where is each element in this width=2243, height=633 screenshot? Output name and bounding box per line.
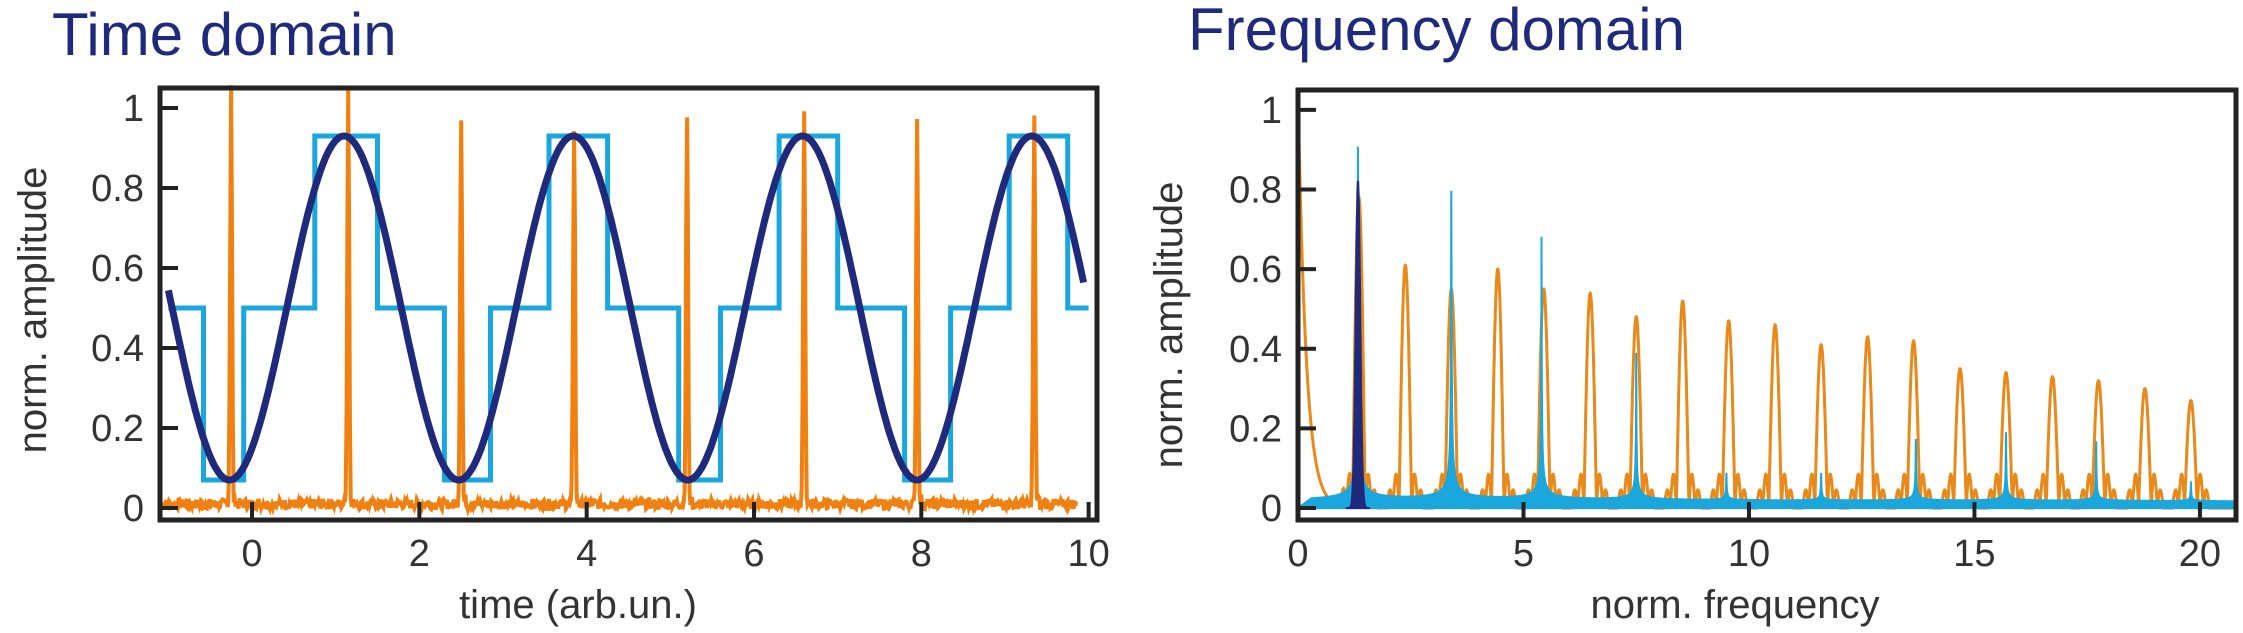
- frequency-domain-y-tick-label: 0.4: [1229, 329, 1282, 371]
- time-domain-y-tick-label: 0: [123, 488, 144, 530]
- time-domain-y-tick-label: 0.8: [91, 168, 144, 210]
- frequency-domain-panel: Frequency domain norm. frequency norm. a…: [1147, 0, 2239, 627]
- time-domain-x-tick-label: 2: [409, 533, 430, 575]
- frequency-domain-sine-series: [1345, 180, 1370, 510]
- time-domain-plot-frame: [157, 85, 1100, 523]
- time-domain-y-tick-label: 0.6: [91, 248, 144, 290]
- time-domain-x-tick-label: 0: [241, 533, 262, 575]
- time-domain-x-tick-label: 6: [743, 533, 764, 575]
- frequency-domain-y-tick-label: 0.2: [1229, 408, 1282, 450]
- frequency-domain-series: [1298, 90, 2236, 510]
- frequency-domain-x-tick-label: 0: [1287, 533, 1308, 575]
- frequency-domain-title: Frequency domain: [1188, 0, 1685, 63]
- time-domain-x-tick-label: 8: [911, 533, 932, 575]
- time-domain-ylabel: norm. amplitude: [11, 167, 55, 454]
- frequency-domain-xlabel: norm. frequency: [1590, 583, 1879, 627]
- time-domain-pulse-series: [158, 85, 1079, 517]
- frequency-domain-x-tick-label: 20: [2179, 533, 2221, 575]
- time-domain-x-tick-label: 10: [1067, 533, 1109, 575]
- time-domain-y-ticks: 0 0.2 0.4 0.6 0.8 1: [91, 88, 178, 530]
- time-domain-series: [158, 85, 1089, 517]
- frequency-domain-step-series: [1298, 146, 2236, 510]
- time-domain-y-tick-label: 0.2: [91, 408, 144, 450]
- time-domain-y-tick-label: 0.4: [91, 328, 144, 370]
- frequency-domain-y-tick-label: 0.8: [1229, 170, 1282, 212]
- time-domain-sine-series: [164, 132, 1088, 484]
- frequency-domain-x-tick-label: 15: [1953, 533, 1995, 575]
- frequency-domain-y-tick-label: 0: [1261, 488, 1282, 530]
- frequency-domain-y-tick-label: 0.6: [1229, 249, 1282, 291]
- time-domain-title: Time domain: [52, 1, 397, 68]
- time-domain-x-ticks: 0 2 4 6 8 10: [241, 502, 1110, 575]
- time-domain-xlabel: time (arb.un.): [459, 583, 697, 627]
- frequency-domain-y-tick-label: 1: [1261, 90, 1282, 132]
- frequency-domain-y-ticks: 0 0.2 0.4 0.6 0.8 1: [1229, 90, 1316, 530]
- time-domain-panel: Time domain time (arb.un.) norm. amplitu…: [11, 1, 1110, 627]
- time-domain-y-tick-label: 1: [123, 88, 144, 130]
- frequency-domain-plot-frame: [1295, 87, 2239, 523]
- time-domain-step-series: [168, 133, 1089, 483]
- frequency-domain-x-ticks: 0 5 10 15 20: [1287, 502, 2221, 575]
- frequency-domain-ylabel: norm. amplitude: [1147, 182, 1191, 469]
- frequency-domain-x-tick-label: 10: [1728, 533, 1770, 575]
- time-domain-x-tick-label: 4: [576, 533, 597, 575]
- frequency-domain-x-tick-label: 5: [1513, 533, 1534, 575]
